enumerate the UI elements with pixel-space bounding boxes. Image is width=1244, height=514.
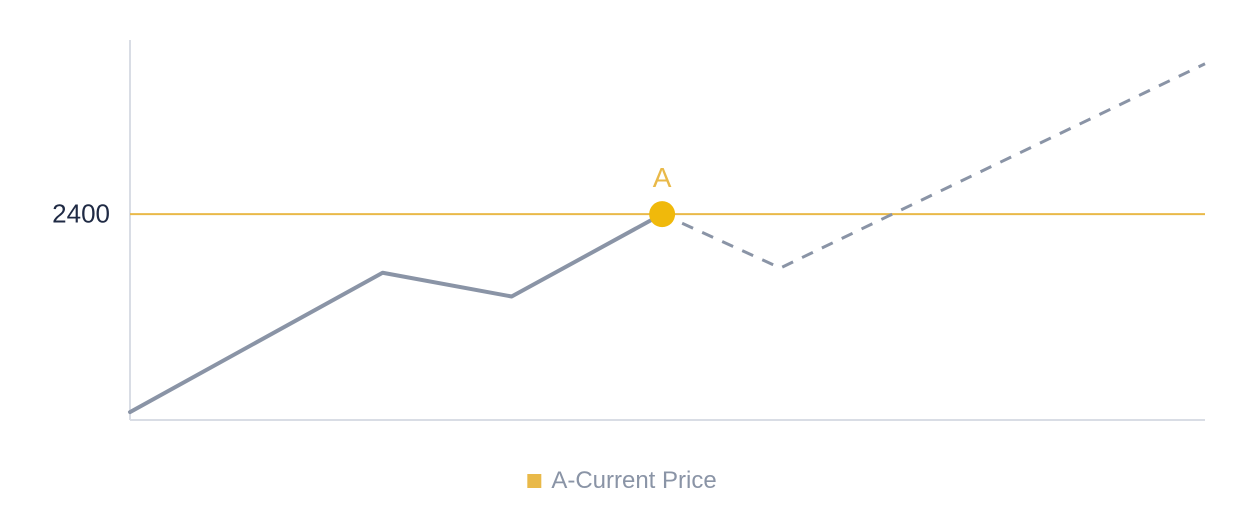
- chart-svg: [0, 0, 1244, 514]
- y-axis-tick-label: 2400: [0, 199, 110, 230]
- legend-swatch-icon: [527, 474, 541, 488]
- legend-label: A-Current Price: [551, 467, 716, 495]
- marker-label: A: [653, 162, 672, 194]
- price-chart: 2400 A A-Current Price: [0, 0, 1244, 514]
- chart-legend: A-Current Price: [527, 467, 716, 495]
